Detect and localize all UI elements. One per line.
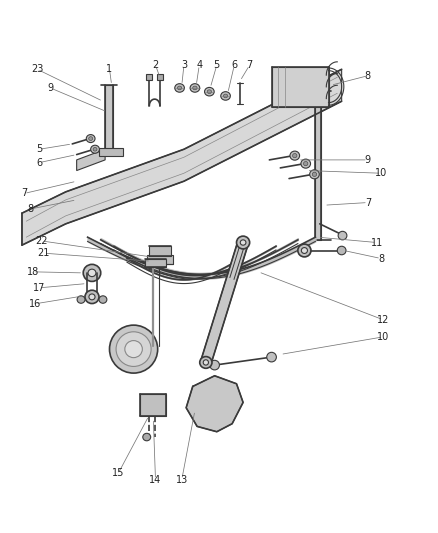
Polygon shape — [99, 148, 123, 156]
Ellipse shape — [125, 341, 142, 358]
Ellipse shape — [301, 159, 311, 168]
Text: 10: 10 — [377, 332, 389, 342]
Text: 5: 5 — [214, 60, 220, 70]
Ellipse shape — [310, 169, 319, 179]
Ellipse shape — [143, 433, 151, 441]
Ellipse shape — [88, 136, 93, 140]
Ellipse shape — [203, 360, 208, 365]
Text: 12: 12 — [377, 315, 389, 325]
Ellipse shape — [86, 134, 95, 142]
Text: 13: 13 — [176, 475, 188, 484]
Polygon shape — [147, 255, 173, 264]
Ellipse shape — [304, 161, 308, 166]
Text: 14: 14 — [149, 475, 162, 484]
Text: 23: 23 — [31, 64, 43, 74]
Ellipse shape — [89, 294, 95, 300]
Text: 1: 1 — [106, 64, 113, 74]
Text: 11: 11 — [371, 238, 383, 247]
Ellipse shape — [193, 86, 197, 90]
Text: 6: 6 — [231, 60, 237, 70]
Ellipse shape — [338, 231, 347, 240]
Ellipse shape — [85, 290, 99, 304]
Polygon shape — [22, 69, 342, 245]
Ellipse shape — [116, 332, 151, 367]
Text: 16: 16 — [29, 299, 41, 309]
Ellipse shape — [83, 264, 101, 281]
Ellipse shape — [293, 154, 297, 158]
Ellipse shape — [290, 151, 300, 160]
Ellipse shape — [175, 84, 184, 92]
Text: 8: 8 — [378, 254, 384, 263]
Text: 3: 3 — [181, 60, 187, 70]
Ellipse shape — [190, 84, 200, 92]
Ellipse shape — [223, 94, 228, 98]
Text: 8: 8 — [365, 71, 371, 80]
Text: 9: 9 — [365, 155, 371, 165]
Ellipse shape — [200, 357, 212, 368]
Text: 9: 9 — [47, 83, 53, 93]
Text: 6: 6 — [36, 158, 42, 167]
Polygon shape — [157, 74, 163, 80]
Text: 22: 22 — [35, 236, 48, 246]
Text: 5: 5 — [36, 144, 42, 154]
Text: 21: 21 — [38, 248, 50, 258]
Polygon shape — [201, 240, 248, 365]
Ellipse shape — [205, 87, 214, 96]
Ellipse shape — [177, 86, 182, 90]
Text: 2: 2 — [152, 60, 159, 70]
Polygon shape — [315, 91, 321, 240]
Text: 7: 7 — [247, 60, 253, 70]
Text: 18: 18 — [27, 267, 39, 277]
Text: 17: 17 — [33, 283, 46, 293]
Ellipse shape — [298, 244, 311, 257]
Ellipse shape — [207, 90, 212, 94]
Ellipse shape — [93, 147, 97, 151]
Polygon shape — [145, 259, 166, 266]
Polygon shape — [272, 67, 328, 107]
Ellipse shape — [267, 352, 276, 362]
Ellipse shape — [312, 172, 317, 176]
Polygon shape — [146, 74, 152, 80]
Text: 7: 7 — [21, 189, 27, 198]
Ellipse shape — [301, 247, 307, 254]
Polygon shape — [149, 246, 171, 256]
Ellipse shape — [99, 296, 107, 303]
Polygon shape — [77, 149, 105, 171]
Ellipse shape — [210, 360, 219, 370]
Ellipse shape — [91, 145, 99, 154]
Text: 10: 10 — [375, 168, 387, 178]
Ellipse shape — [240, 240, 246, 245]
Text: 4: 4 — [196, 60, 202, 70]
Ellipse shape — [237, 236, 250, 249]
Ellipse shape — [337, 246, 346, 255]
Polygon shape — [105, 85, 113, 149]
Text: 8: 8 — [28, 204, 34, 214]
Text: 15: 15 — [112, 469, 124, 478]
Ellipse shape — [88, 269, 96, 277]
Polygon shape — [140, 394, 166, 416]
Ellipse shape — [221, 92, 230, 100]
Ellipse shape — [77, 296, 85, 303]
Polygon shape — [186, 376, 243, 432]
Ellipse shape — [110, 325, 158, 373]
Text: 7: 7 — [365, 198, 371, 207]
